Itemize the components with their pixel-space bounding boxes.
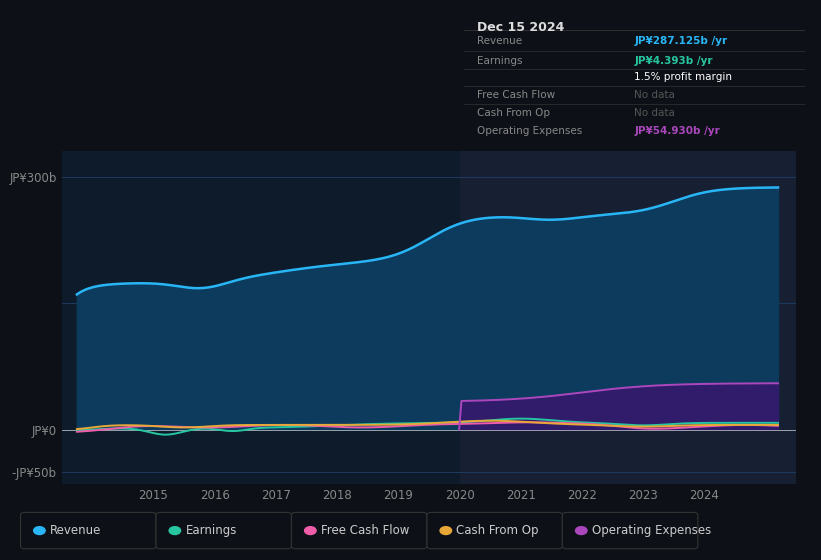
Text: JP¥4.393b /yr: JP¥4.393b /yr xyxy=(635,55,713,66)
Text: Earnings: Earnings xyxy=(478,55,523,66)
Text: Dec 15 2024: Dec 15 2024 xyxy=(478,21,565,34)
Text: 1.5% profit margin: 1.5% profit margin xyxy=(635,72,732,82)
Text: Cash From Op: Cash From Op xyxy=(478,108,551,118)
Text: Free Cash Flow: Free Cash Flow xyxy=(321,524,410,537)
Bar xyxy=(460,151,821,484)
Text: JP¥54.930b /yr: JP¥54.930b /yr xyxy=(635,125,720,136)
Text: No data: No data xyxy=(635,108,675,118)
Text: Operating Expenses: Operating Expenses xyxy=(592,524,711,537)
Text: No data: No data xyxy=(635,90,675,100)
Text: Free Cash Flow: Free Cash Flow xyxy=(478,90,556,100)
Text: Revenue: Revenue xyxy=(50,524,102,537)
Text: Revenue: Revenue xyxy=(478,36,523,46)
Text: Operating Expenses: Operating Expenses xyxy=(478,125,583,136)
Text: Earnings: Earnings xyxy=(186,524,237,537)
Text: JP¥287.125b /yr: JP¥287.125b /yr xyxy=(635,36,727,46)
Text: Cash From Op: Cash From Op xyxy=(456,524,539,537)
